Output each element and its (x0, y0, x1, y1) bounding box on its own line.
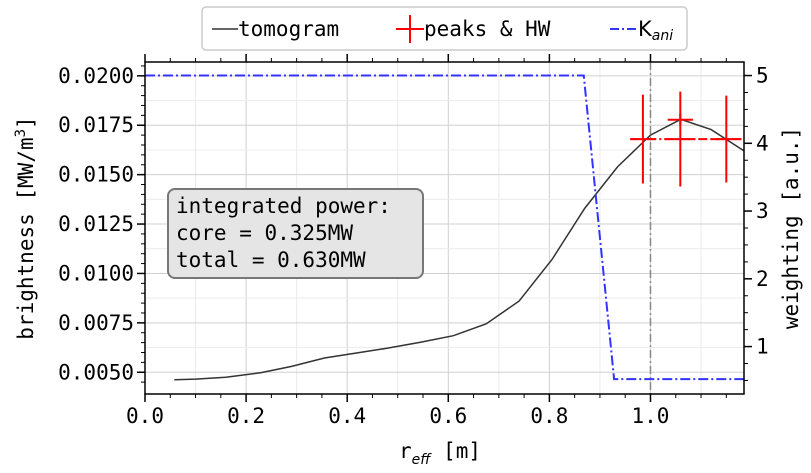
y-right-axis-label: weighting [a.u.] (779, 127, 803, 329)
y-left-axis-label-sup: 3 (13, 129, 29, 137)
tick-labels: 0.0 0.2 0.4 0.6 0.8 1.0 0.0050 0.0075 0.0100 0.01… (58, 64, 769, 428)
peaks-errorbars (630, 91, 742, 187)
annotation-line-3: total = 0.630MW (176, 248, 366, 272)
x-axis-label-main: r (399, 439, 412, 463)
x-tick-label: 0.8 (530, 404, 568, 428)
annotation-background (167, 188, 424, 279)
legend-peaks-label: peaks & HW (424, 17, 551, 41)
legend-tomogram-label: tomogram (238, 17, 339, 41)
ticks (137, 54, 752, 402)
annotation-line-2: core = 0.325MW (176, 221, 353, 245)
y-left-tick-label: 0.0175 (58, 113, 134, 137)
y-left-axis-label-end: ] (14, 116, 38, 129)
y-left-tick-label: 0.0200 (58, 64, 134, 88)
legend-kani-label: Kani (638, 17, 673, 44)
y-left-tick-label: 0.0075 (58, 311, 134, 335)
x-axis-label-unit: [m] (443, 439, 481, 463)
x-tick-label: 0.0 (126, 404, 164, 428)
series-line-tomogram (174, 118, 745, 381)
y-left-tick-label: 0.0125 (58, 212, 134, 236)
x-tick-label: 1.0 (632, 404, 670, 428)
y-left-tick-label: 0.0100 (58, 261, 134, 285)
y-left-axis-label-main: brightness [MW/m (14, 137, 38, 339)
series-line-kani (145, 74, 744, 381)
y-right-tick-label: 3 (756, 199, 769, 223)
x-tick-label: 0.4 (328, 404, 366, 428)
x-tick-label: 0.2 (227, 404, 265, 428)
y-right-tick-label: 2 (756, 267, 769, 291)
y-right-tick-label: 1 (756, 335, 769, 359)
y-left-axis-label: brightness [MW/m3] (13, 116, 38, 339)
annotation-line-1: integrated power: (176, 194, 391, 218)
legend-frame (201, 6, 688, 51)
x-axis-label: reff [m] (399, 439, 481, 468)
y-right-tick-label: 5 (756, 64, 769, 88)
x-axis-label-sub: eff (412, 452, 433, 468)
data-layer (145, 62, 745, 394)
y-right-tick-label: 4 (756, 131, 769, 155)
legend: tomogram peaks & HW Kani (201, 6, 688, 51)
annotation-box: integrated power: core = 0.325MW total =… (167, 188, 424, 279)
x-tick-label: 0.6 (429, 404, 467, 428)
y-left-tick-label: 0.0150 (58, 163, 134, 187)
y-left-tick-label: 0.0050 (58, 360, 134, 384)
